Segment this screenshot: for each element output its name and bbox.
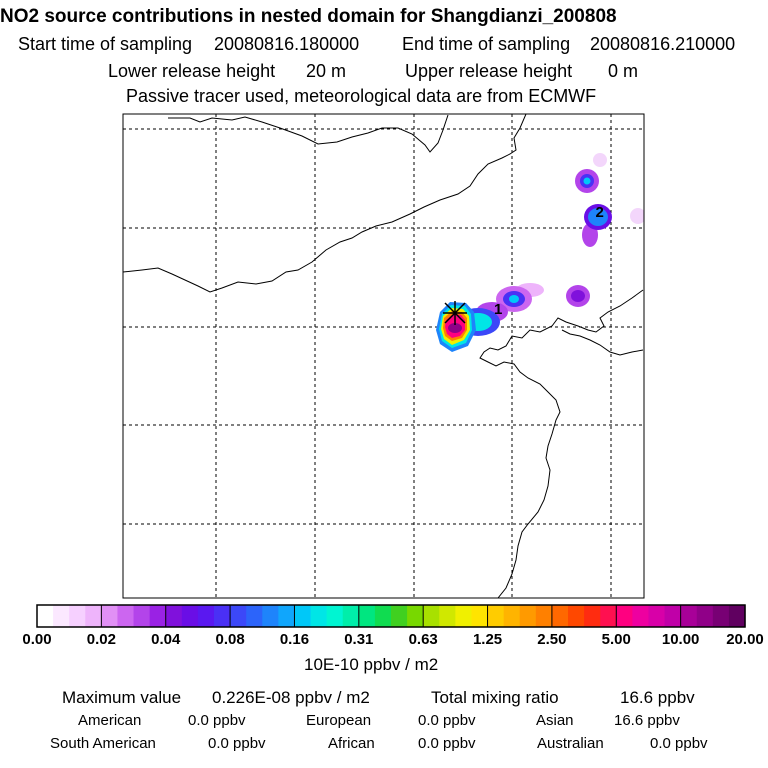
colorbar-cell xyxy=(37,605,54,627)
region-name: Australian xyxy=(537,735,604,752)
colorbar-tick-label: 0.02 xyxy=(86,631,116,648)
start-time-label: Start time of sampling xyxy=(18,34,193,54)
colorbar-cell xyxy=(214,605,231,627)
contour-label: 2 xyxy=(596,204,604,221)
end-time-label: End time of sampling xyxy=(402,34,571,54)
region-name: American xyxy=(78,712,142,729)
colorbar-cell xyxy=(551,605,569,627)
colorbar-cell xyxy=(584,605,601,627)
colorbar-cell xyxy=(149,605,167,627)
map-panel: 12 xyxy=(122,113,645,599)
colorbar-cell xyxy=(278,605,296,627)
colorbar-cell xyxy=(568,605,585,627)
colorbar-cell xyxy=(616,605,633,627)
coastlines xyxy=(123,114,644,598)
region-name: Asian xyxy=(536,712,574,729)
colorbar-cell xyxy=(648,605,666,627)
colorbar-cell xyxy=(696,605,714,627)
colorbar-cell xyxy=(728,605,746,627)
chart-title: NO2 source contributions in nested domai… xyxy=(0,6,617,27)
region-value: 16.6 ppbv xyxy=(614,712,680,729)
colorbar-tick-label: 20.00 xyxy=(726,631,764,648)
colorbar-cell xyxy=(358,605,376,627)
colorbar-cell xyxy=(712,605,730,627)
colorbar-cell xyxy=(246,605,263,627)
map-frame xyxy=(122,113,645,599)
contour-label: 1 xyxy=(494,301,502,318)
region-name: South American xyxy=(50,735,156,752)
colorbar-cell xyxy=(197,605,215,627)
colorbar-cell xyxy=(342,605,360,627)
end-time-value: 20080816.210000 xyxy=(590,34,736,54)
region-value: 0.0 ppbv xyxy=(418,735,476,752)
region-value: 0.0 ppbv xyxy=(650,735,708,752)
receptor-marker-icon xyxy=(443,301,467,325)
colorbar-tick-label: 0.08 xyxy=(215,631,245,648)
region-value: 0.0 ppbv xyxy=(418,712,476,729)
colorbar-cell xyxy=(230,605,247,627)
lower-height-value: 20 m xyxy=(306,61,347,81)
colorbar-cell xyxy=(471,605,489,627)
max-value-label: Maximum value xyxy=(62,688,182,707)
colorbar-cell xyxy=(310,605,328,627)
colorbar-cell xyxy=(117,605,135,627)
region-name: African xyxy=(328,735,375,752)
colorbar-tick-label: 0.63 xyxy=(408,631,438,648)
concentration-field xyxy=(436,153,644,352)
colorbar-cell xyxy=(632,605,650,627)
colorbar-cell xyxy=(262,605,279,627)
lat-lon-grid xyxy=(123,114,644,598)
colorbar-cell xyxy=(423,605,440,627)
total-mixing-label: Total mixing ratio xyxy=(431,688,559,707)
upper-height-value: 0 m xyxy=(608,61,639,81)
total-mixing-value: 16.6 ppbv xyxy=(620,688,695,707)
upper-height-label: Upper release height xyxy=(405,61,573,81)
start-time-value: 20080816.180000 xyxy=(214,34,360,54)
colorbar-cell xyxy=(181,605,199,627)
colorbar-cell xyxy=(133,605,151,627)
colorbar-cell xyxy=(165,605,183,627)
colorbar-cell xyxy=(407,605,424,627)
colorbar-cell xyxy=(391,605,408,627)
colorbar-tick-label: 0.31 xyxy=(344,631,374,648)
colorbar-tick-label: 2.50 xyxy=(537,631,567,648)
colorbar-cell xyxy=(455,605,473,627)
colorbar-cell xyxy=(101,605,119,627)
colorbar-cell xyxy=(294,605,312,627)
region-value: 0.0 ppbv xyxy=(208,735,266,752)
colorbar-cell xyxy=(69,605,86,627)
colorbar-cell xyxy=(503,605,521,627)
colorbar-tick-label: 1.25 xyxy=(472,631,503,648)
colorbar-cell xyxy=(487,605,505,627)
colorbar-tick-label: 0.00 xyxy=(22,631,52,648)
colorbar-unit-label: 10E-10 ppbv / m2 xyxy=(304,655,439,674)
colorbar-cell xyxy=(664,605,682,627)
colorbar-cell xyxy=(374,605,392,627)
lower-height-label: Lower release height xyxy=(108,61,276,81)
colorbar-cell xyxy=(326,605,344,627)
region-value: 0.0 ppbv xyxy=(188,712,246,729)
colorbar-cell xyxy=(53,605,70,627)
colorbar-cell xyxy=(680,605,698,627)
colorbar-tick-label: 5.00 xyxy=(601,631,631,648)
colorbar-cell xyxy=(535,605,553,627)
colorbar-cell xyxy=(439,605,456,627)
colorbar-tick-label: 10.00 xyxy=(661,631,700,648)
colorbar-cell xyxy=(600,605,617,627)
tracer-note: Passive tracer used, meteorological data… xyxy=(126,86,597,106)
colorbar-cell xyxy=(85,605,102,627)
colorbar-tick-label: 0.16 xyxy=(279,631,310,648)
colorbar-cell xyxy=(519,605,537,627)
max-value: 0.226E-08 ppbv / m2 xyxy=(212,688,370,707)
region-name: European xyxy=(306,712,372,729)
colorbar-tick-label: 0.04 xyxy=(151,631,181,648)
